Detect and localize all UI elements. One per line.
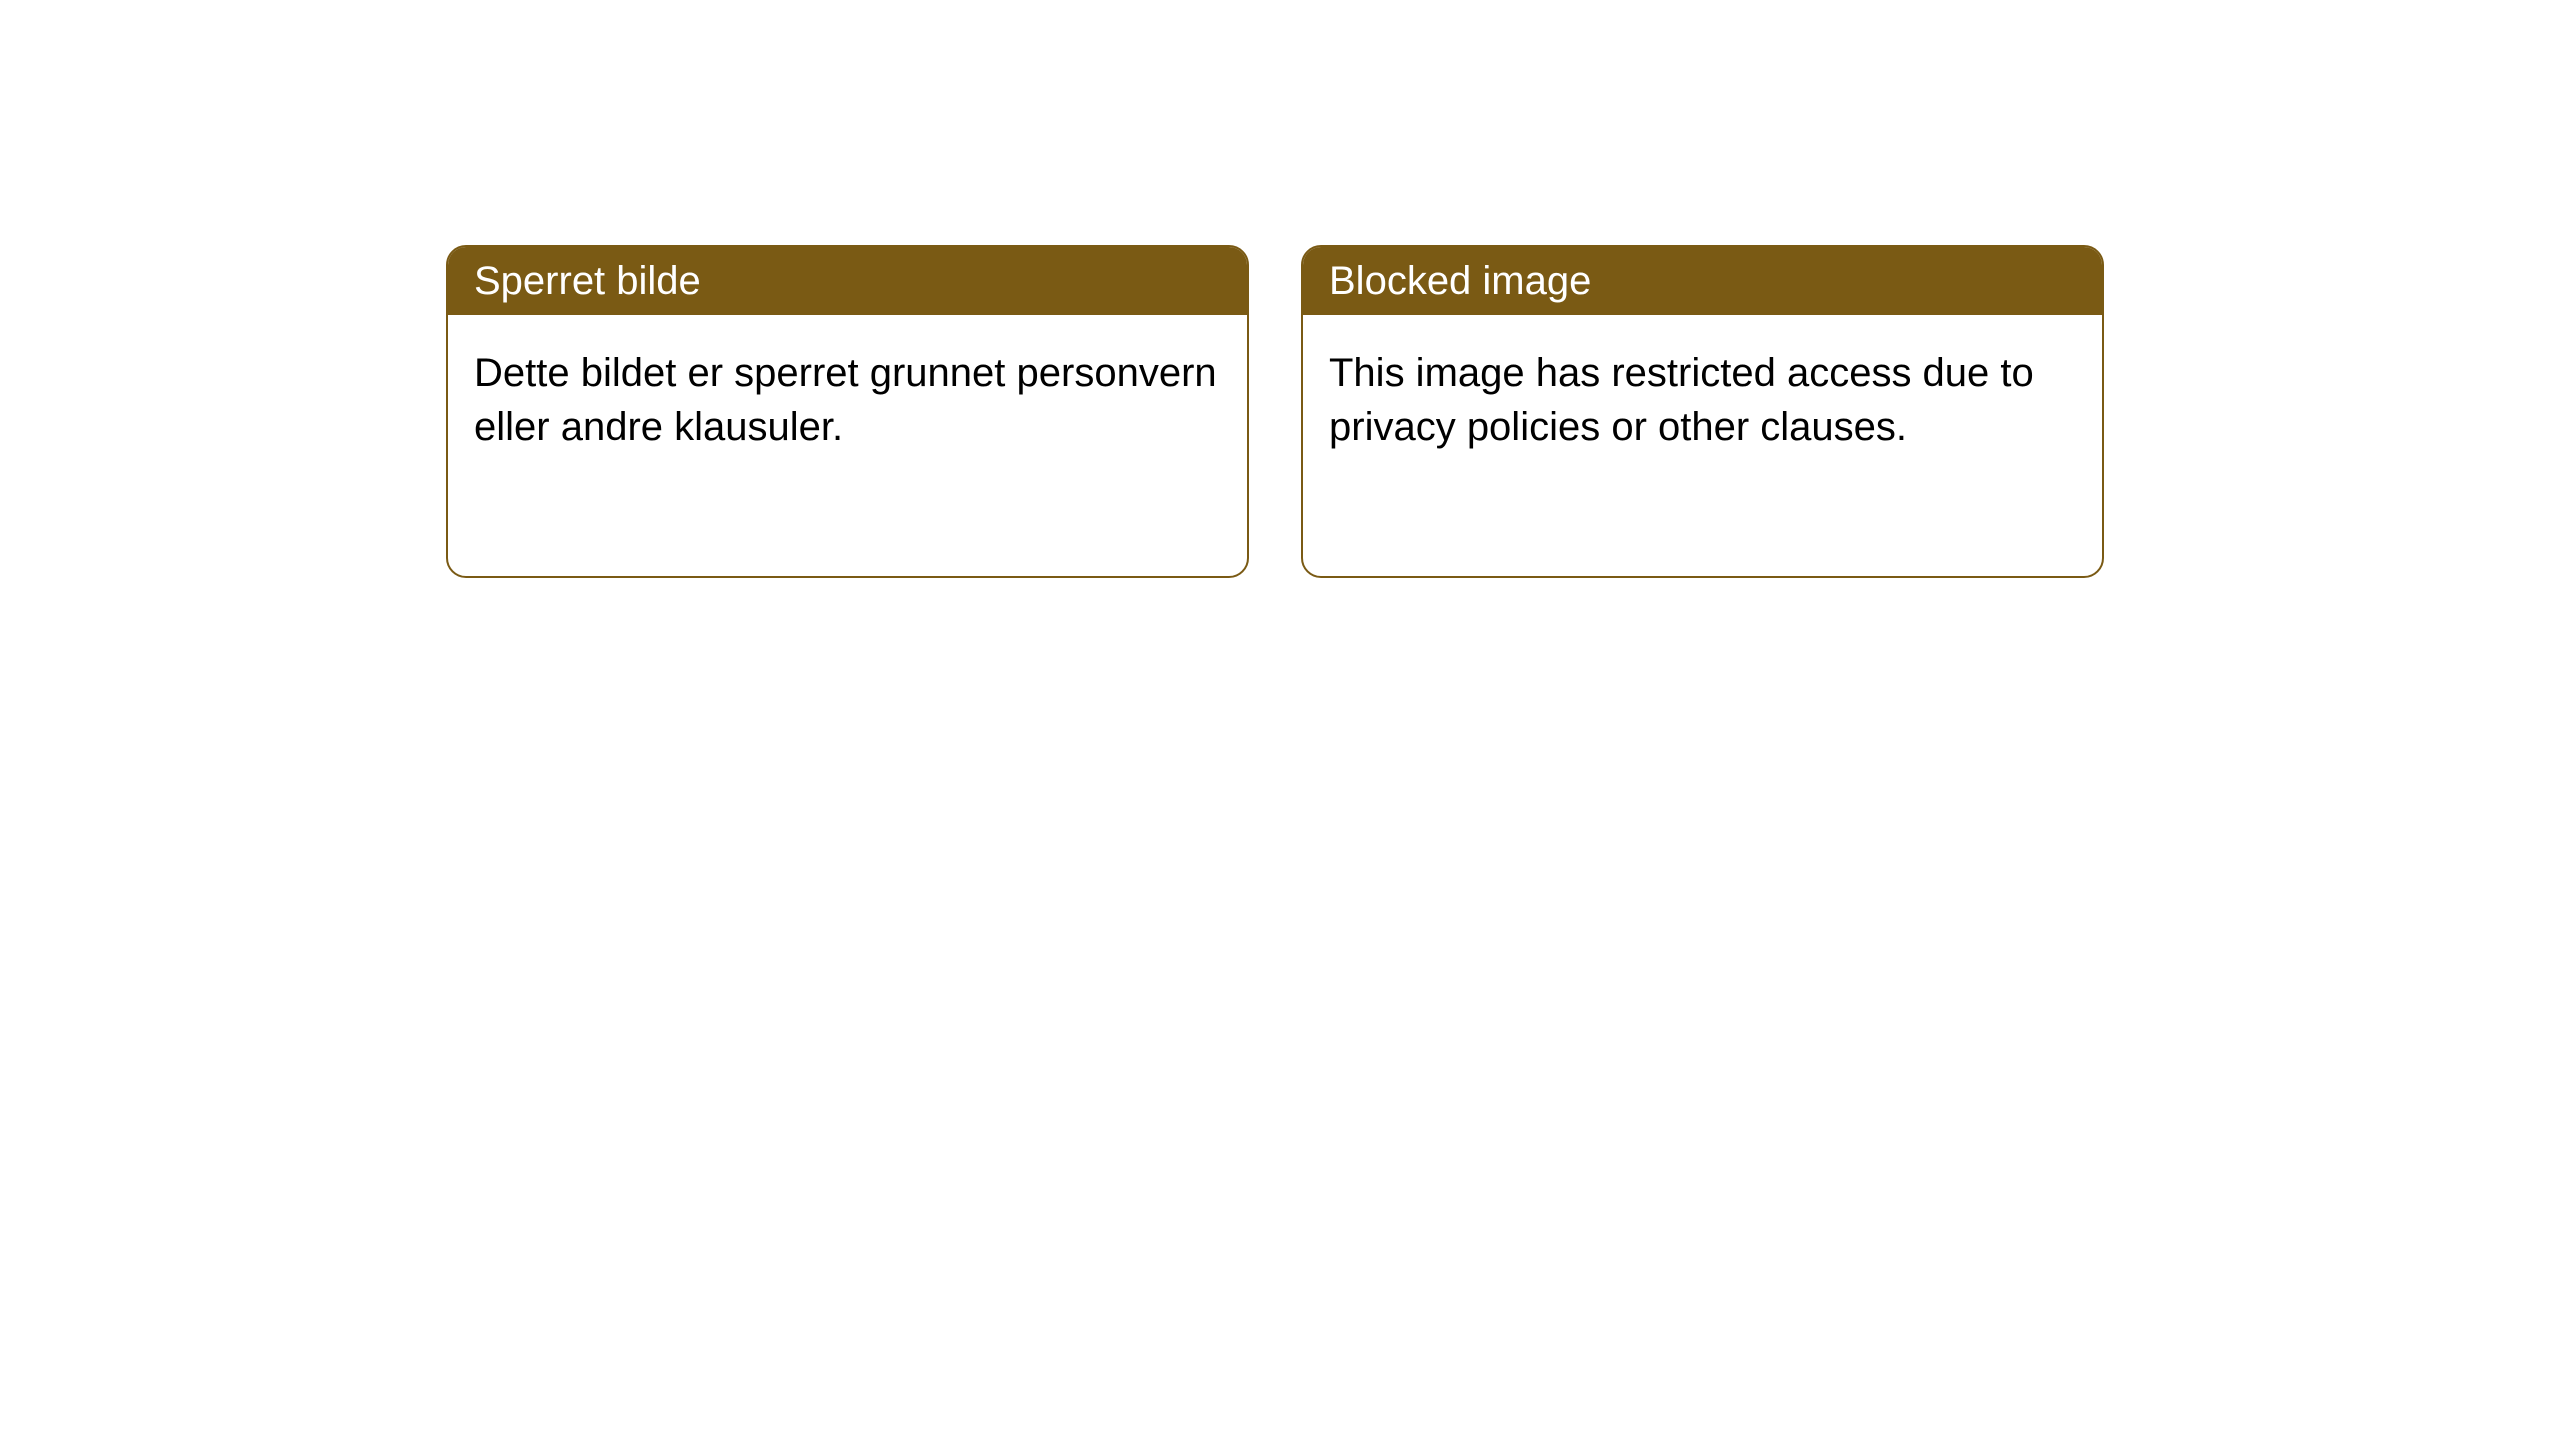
card-body-no: Dette bildet er sperret grunnet personve… — [448, 315, 1247, 486]
blocked-image-card-no: Sperret bilde Dette bildet er sperret gr… — [446, 245, 1249, 578]
card-header-no: Sperret bilde — [448, 247, 1247, 315]
blocked-image-card-en: Blocked image This image has restricted … — [1301, 245, 2104, 578]
cards-row: Sperret bilde Dette bildet er sperret gr… — [446, 245, 2104, 578]
card-body-en: This image has restricted access due to … — [1303, 315, 2102, 486]
card-header-en: Blocked image — [1303, 247, 2102, 315]
